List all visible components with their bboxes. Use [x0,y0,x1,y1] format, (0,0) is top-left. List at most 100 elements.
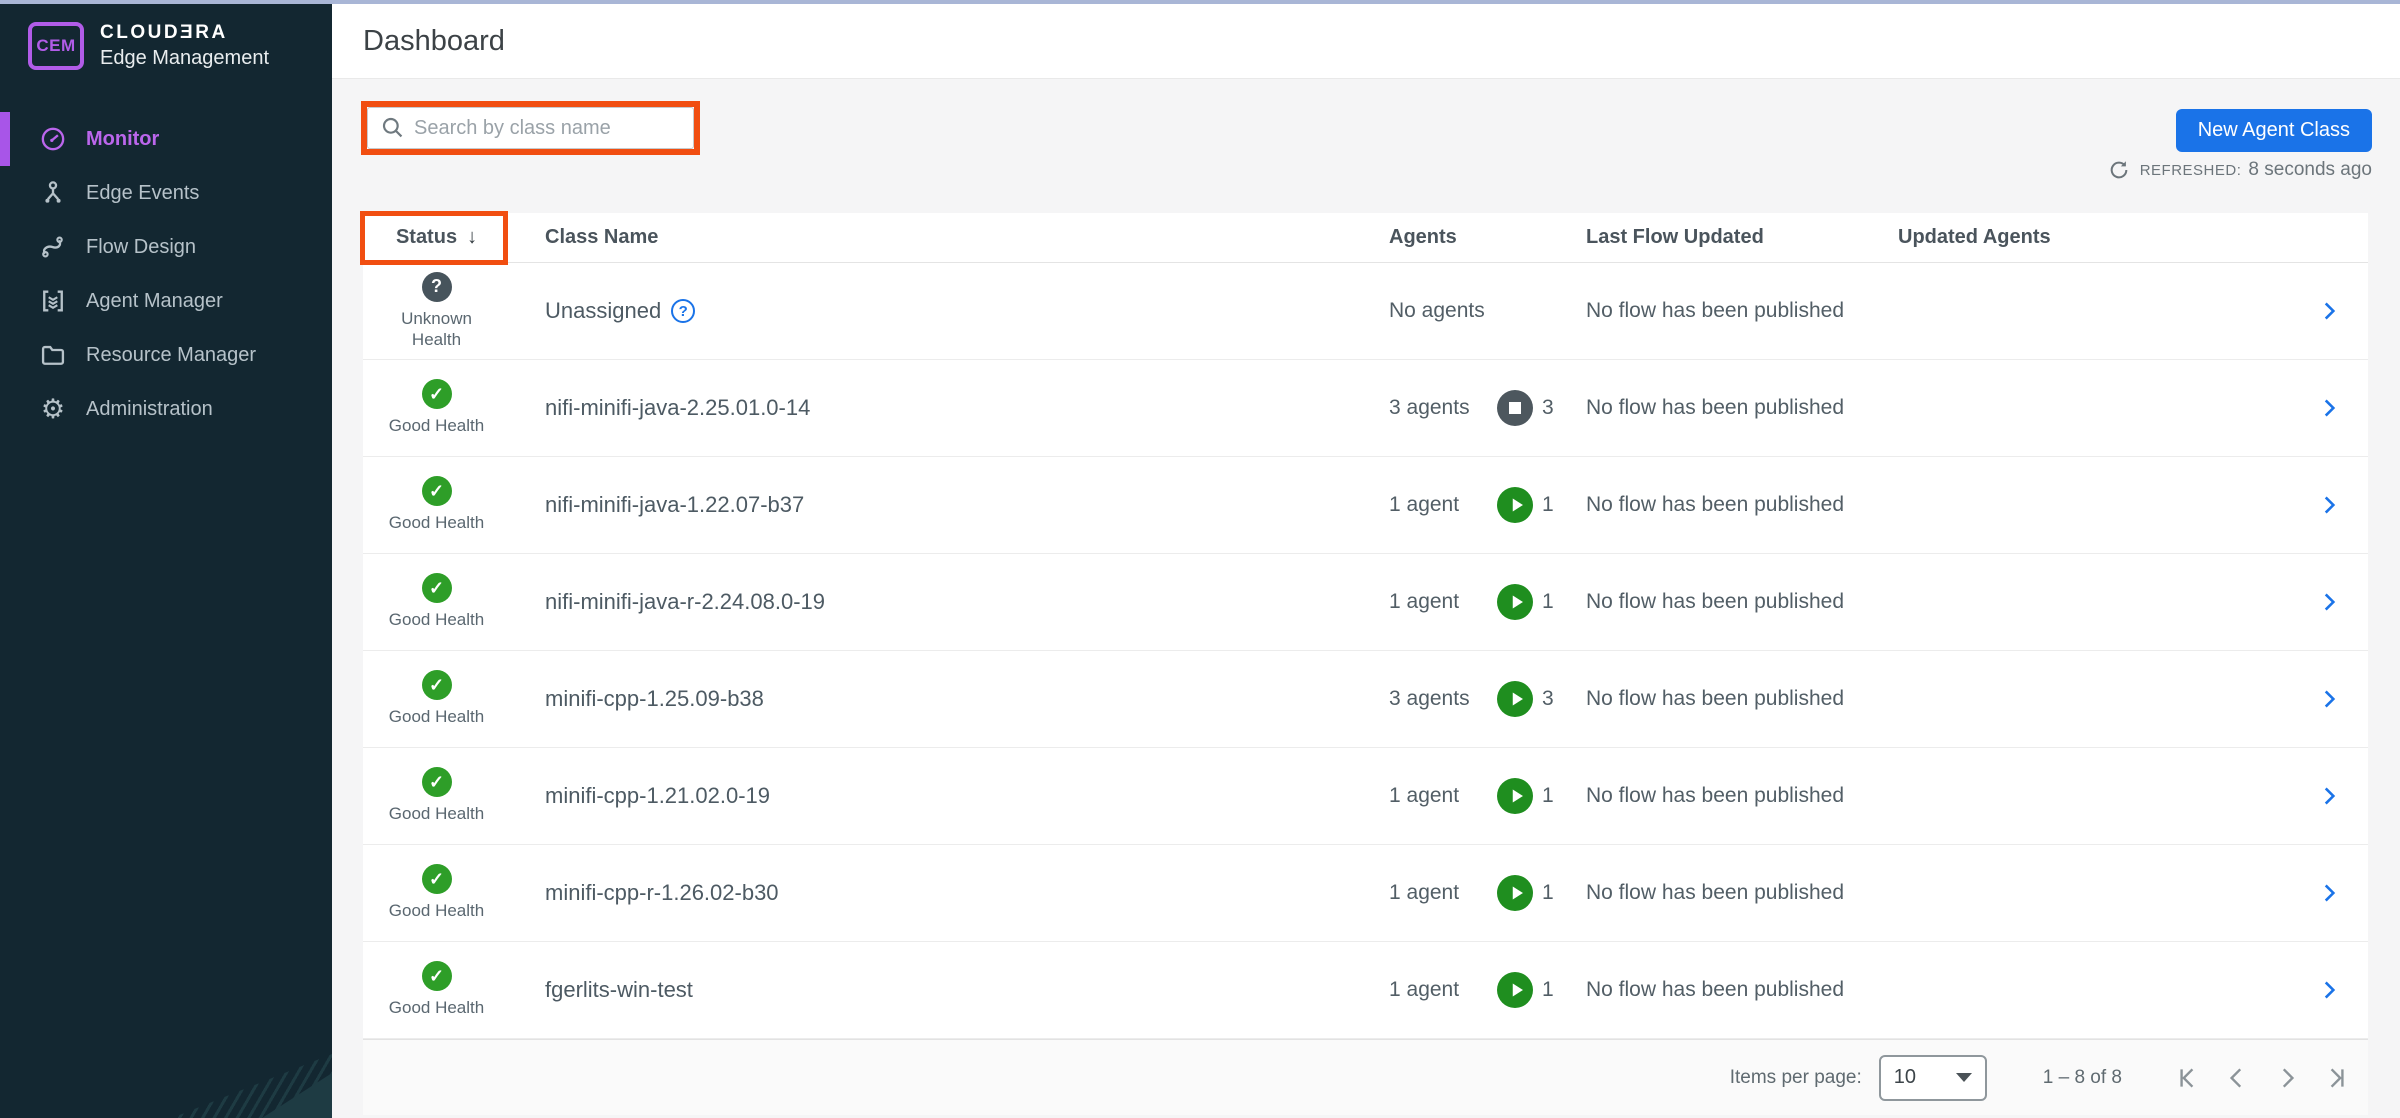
agent-state-count: 1 [1542,881,1554,904]
table-row[interactable]: ✓ Good Health nifi-minifi-java-2.25.01.0… [363,360,2368,457]
sidebar-item-agent-manager[interactable]: Agent Manager [0,274,332,328]
class-name: minifi-cpp-1.25.09-b38 [545,686,764,711]
cem-badge-icon: CEM [28,22,84,70]
table-body: ? Unknown Health Unassigned ? No agents … [363,263,2368,1039]
column-header-last-flow-updated[interactable]: Last Flow Updated [1586,226,1764,248]
sidebar-item-label: Flow Design [86,235,197,258]
main-area: Dashboard New Agent Class REFRESHED: 8 s… [332,4,2400,1118]
sidebar-item-label: Edge Events [86,181,200,204]
stopped-square-icon [1509,402,1521,414]
brand-product: Edge Management [100,47,270,69]
agent-state-badge [1497,778,1533,814]
agents-count-text: 1 agent [1389,493,1460,516]
new-agent-class-button[interactable]: New Agent Class [2175,109,2372,152]
health-label: Good Health [388,804,485,824]
class-name: nifi-minifi-java-r-2.24.08.0-19 [545,589,825,614]
row-chevron-icon[interactable] [2316,492,2342,518]
column-header-class-name[interactable]: Class Name [545,226,659,248]
first-page-button[interactable] [2174,1065,2200,1091]
health-label: Good Health [388,416,485,436]
last-page-button[interactable] [2324,1065,2350,1091]
health-status: ✓ Good Health [363,670,510,727]
health-label: Good Health [388,610,485,630]
health-status: ✓ Good Health [363,476,510,533]
row-chevron-icon[interactable] [2316,783,2342,809]
class-name: minifi-cpp-1.21.02.0-19 [545,783,771,808]
row-chevron-icon[interactable] [2316,589,2342,615]
gear-icon: ⚙ [40,393,66,424]
next-page-button[interactable] [2274,1065,2300,1091]
agent-manager-icon [38,286,68,316]
row-chevron-icon[interactable] [2316,686,2342,712]
agent-state-badge [1497,584,1533,620]
agent-state-count: 3 [1542,396,1554,419]
health-label: Unknown Health [401,308,472,349]
health-icon: ✓ [421,864,452,895]
table-row[interactable]: ✓ Good Health minifi-cpp-1.25.09-b38 3 a… [363,651,2368,748]
brand-name: CLOUDƎRA [100,22,228,43]
agents-count-text: 1 agent [1389,590,1460,613]
sidebar-item-edge-events[interactable]: Edge Events [0,166,332,220]
sidebar-item-flow-design[interactable]: Flow Design [0,220,332,274]
health-icon: ✓ [421,573,452,604]
last-flow-updated: No flow has been published [1586,396,1845,419]
health-status: ✓ Good Health [363,573,510,630]
sidebar-item-administration[interactable]: ⚙ Administration [0,382,332,436]
row-chevron-icon[interactable] [2316,298,2342,324]
table-header-row: Status ↓ Class Name Agents Last Flow Upd… [360,211,2368,265]
items-per-page-select[interactable]: 10 [1878,1054,1987,1101]
table-row[interactable]: ✓ Good Health nifi-minifi-java-r-2.24.08… [363,554,2368,651]
previous-page-button[interactable] [2224,1065,2250,1091]
gauge-icon [38,124,68,154]
class-name: nifi-minifi-java-2.25.01.0-14 [545,395,811,420]
sidebar-item-label: Monitor [86,127,160,150]
health-status: ✓ Good Health [363,379,510,436]
agents-count-text: 3 agents [1389,687,1470,710]
agent-state-count: 1 [1542,784,1554,807]
class-name: minifi-cpp-r-1.26.02-b30 [545,880,779,905]
class-name: nifi-minifi-java-1.22.07-b37 [545,492,805,517]
row-chevron-icon[interactable] [2316,395,2342,421]
agent-class-table: Status ↓ Class Name Agents Last Flow Upd… [360,211,2368,1115]
annotation-highlight-search [361,101,700,155]
column-header-status[interactable]: Status ↓ [395,226,478,248]
health-status: ✓ Good Health [363,961,510,1018]
table-row[interactable]: ✓ Good Health fgerlits-win-test 1 agent … [363,942,2368,1039]
running-play-icon [1512,692,1523,706]
health-label: Good Health [388,707,485,727]
last-flow-updated: No flow has been published [1586,590,1845,613]
sidebar-item-monitor[interactable]: Monitor [0,112,332,166]
items-per-page-value: 10 [1893,1066,1917,1088]
health-label: Good Health [388,513,485,533]
health-icon: ✓ [421,767,452,798]
row-chevron-icon[interactable] [2316,977,2342,1003]
agent-state-badge [1497,681,1533,717]
table-row[interactable]: ? Unknown Health Unassigned ? No agents … [363,263,2368,360]
row-chevron-icon[interactable] [2316,880,2342,906]
refresh-icon[interactable] [2108,159,2130,181]
table-row[interactable]: ✓ Good Health minifi-cpp-r-1.26.02-b30 1… [363,845,2368,942]
search-icon [380,115,406,141]
running-play-icon [1512,886,1523,900]
table-row[interactable]: ✓ Good Health minifi-cpp-1.21.02.0-19 1 … [363,748,2368,845]
refreshed-label: REFRESHED: [2139,161,2242,179]
running-play-icon [1512,983,1523,997]
help-icon[interactable]: ? [671,299,696,323]
content-area: New Agent Class REFRESHED: 8 seconds ago… [332,79,2400,1118]
last-flow-updated: No flow has been published [1586,978,1845,1001]
sidebar-item-label: Resource Manager [86,343,257,366]
search-box[interactable] [367,107,694,149]
table-row[interactable]: ✓ Good Health nifi-minifi-java-1.22.07-b… [363,457,2368,554]
column-header-updated-agents[interactable]: Updated Agents [1898,226,2051,248]
sidebar-nav: Monitor Edge Events Flow Design Agent Manag… [0,112,332,436]
sidebar-item-resource-manager[interactable]: Resource Manager [0,328,332,382]
agent-state-count: 1 [1542,493,1554,516]
last-flow-updated: No flow has been published [1586,493,1845,516]
running-play-icon [1512,595,1523,609]
pager-controls [2174,1065,2350,1091]
agents-count-text: No agents [1389,299,1485,322]
agents-count-text: 1 agent [1389,784,1460,807]
column-header-agents[interactable]: Agents [1389,226,1457,248]
sidebar-item-label: Agent Manager [86,289,223,312]
search-input[interactable] [406,116,693,140]
